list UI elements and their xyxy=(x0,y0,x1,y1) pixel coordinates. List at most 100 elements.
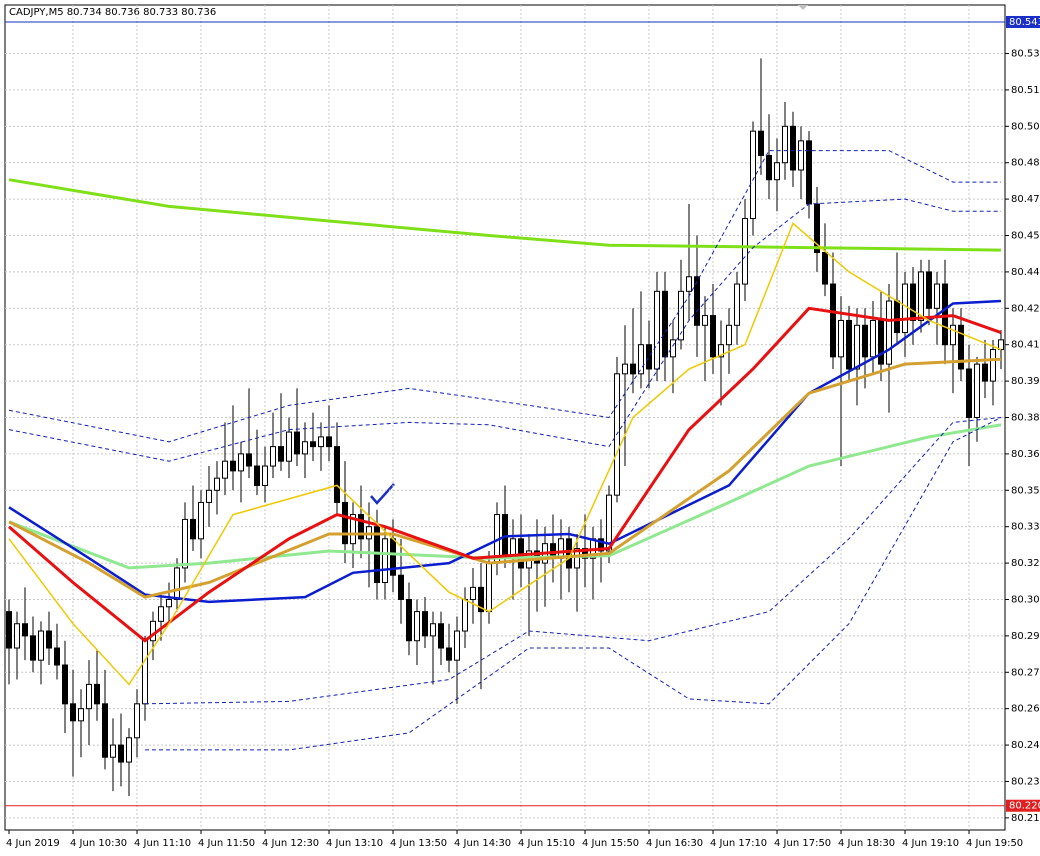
indicator-line xyxy=(8,299,1002,604)
candle-body xyxy=(630,363,636,375)
candle-body xyxy=(582,548,588,559)
y-tick-label: 80.530 xyxy=(1011,49,1040,60)
candle-body xyxy=(822,252,828,285)
indicator-line xyxy=(8,222,1002,686)
candle-body xyxy=(902,283,908,334)
candle-body xyxy=(710,315,716,358)
y-tick-label: 80.305 xyxy=(1011,594,1040,605)
indicator-line xyxy=(8,178,1002,252)
y-tick-label: 80.320 xyxy=(1011,558,1040,569)
candle-body xyxy=(198,501,204,540)
candle-body xyxy=(974,363,980,418)
candle-body xyxy=(446,647,452,661)
candle-body xyxy=(622,363,628,375)
candle-body xyxy=(270,446,276,467)
candle-body xyxy=(638,344,644,375)
x-tick-label: 4 Jun 19:50 xyxy=(966,838,1023,849)
candle-body xyxy=(406,598,412,642)
y-tick-label: 80.290 xyxy=(1011,631,1040,642)
candle-body xyxy=(470,586,476,600)
candle-body xyxy=(574,548,580,569)
candle-body xyxy=(318,436,324,448)
candle-body xyxy=(774,162,780,181)
candle-body xyxy=(102,703,108,758)
candle-body xyxy=(238,453,244,472)
candle-body xyxy=(646,344,652,370)
candle-body xyxy=(950,324,956,346)
candle-body xyxy=(254,465,260,486)
candle-body xyxy=(190,518,196,540)
y-tick-label: 80.275 xyxy=(1011,667,1040,678)
candle-body xyxy=(94,683,100,705)
candle-body xyxy=(142,640,148,705)
indicator-line xyxy=(144,417,1002,705)
x-tick-label: 4 Jun 11:10 xyxy=(134,838,191,849)
candle-body xyxy=(990,349,996,382)
x-tick-label: 4 Jun 13:50 xyxy=(390,838,447,849)
x-tick-label: 4 Jun 16:30 xyxy=(646,838,703,849)
candle-body xyxy=(854,324,860,370)
candle-body xyxy=(310,441,316,448)
candle-body xyxy=(78,708,84,722)
candle-body xyxy=(486,562,492,613)
y-tick-label: 80.350 xyxy=(1011,485,1040,496)
candle-body xyxy=(686,276,692,292)
y-tick-label: 80.365 xyxy=(1011,449,1040,460)
candle-body xyxy=(166,598,172,608)
candle-body xyxy=(862,324,868,358)
y-tick-label: 80.410 xyxy=(1011,340,1040,351)
indicator-line xyxy=(8,357,1002,599)
y-tick-label: 80.425 xyxy=(1011,303,1040,314)
candle-body xyxy=(878,319,884,365)
y-tick-label: 80.515 xyxy=(1011,85,1040,96)
candle-body xyxy=(846,319,852,370)
candle-body xyxy=(598,538,604,552)
candle-body xyxy=(398,574,404,600)
price-label: 80.543 xyxy=(1009,17,1040,28)
candle-body xyxy=(70,703,76,722)
candle-body xyxy=(438,623,444,649)
price-label-box xyxy=(1006,15,1040,28)
candle-body xyxy=(46,630,52,649)
candle-body xyxy=(262,465,268,486)
candle-body xyxy=(422,611,428,637)
candle-body xyxy=(678,290,684,341)
y-tick-label: 80.335 xyxy=(1011,522,1040,533)
candle-body xyxy=(54,647,60,666)
candle-body xyxy=(126,737,132,763)
x-tick-label: 4 Jun 18:30 xyxy=(838,838,895,849)
candle-body xyxy=(958,324,964,370)
y-tick-label: 80.230 xyxy=(1011,776,1040,787)
candle-body xyxy=(302,441,308,455)
candle-body xyxy=(246,453,252,467)
x-tick-label: 4 Jun 19:10 xyxy=(902,838,959,849)
y-tick-label: 80.440 xyxy=(1011,267,1040,278)
price-label: 80.220 xyxy=(1009,801,1040,812)
candle-body xyxy=(294,431,300,455)
candle-body xyxy=(22,623,28,637)
x-tick-label: 4 Jun 12:30 xyxy=(262,838,319,849)
candle-body xyxy=(894,300,900,334)
candle-body xyxy=(870,319,876,358)
y-tick-label: 80.245 xyxy=(1011,740,1040,751)
candle-body xyxy=(430,623,436,637)
candle-body xyxy=(38,630,44,661)
candle-body xyxy=(926,271,932,309)
x-tick-label: 4 Jun 15:50 xyxy=(582,838,639,849)
x-tick-label: 4 Jun 2019 xyxy=(6,838,60,849)
candle-body xyxy=(6,611,12,649)
candle-body xyxy=(342,501,348,545)
candle-body xyxy=(942,283,948,346)
x-tick-label: 4 Jun 17:50 xyxy=(774,838,831,849)
candle-body xyxy=(158,606,164,622)
candle-body xyxy=(742,218,748,285)
candle-body xyxy=(934,283,940,309)
candle-body xyxy=(670,339,676,358)
candle-body xyxy=(334,446,340,503)
candle-body xyxy=(134,703,140,739)
candle-body xyxy=(206,489,212,503)
candle-body xyxy=(982,363,988,382)
candle-body xyxy=(726,324,732,346)
candle-body xyxy=(790,125,796,171)
